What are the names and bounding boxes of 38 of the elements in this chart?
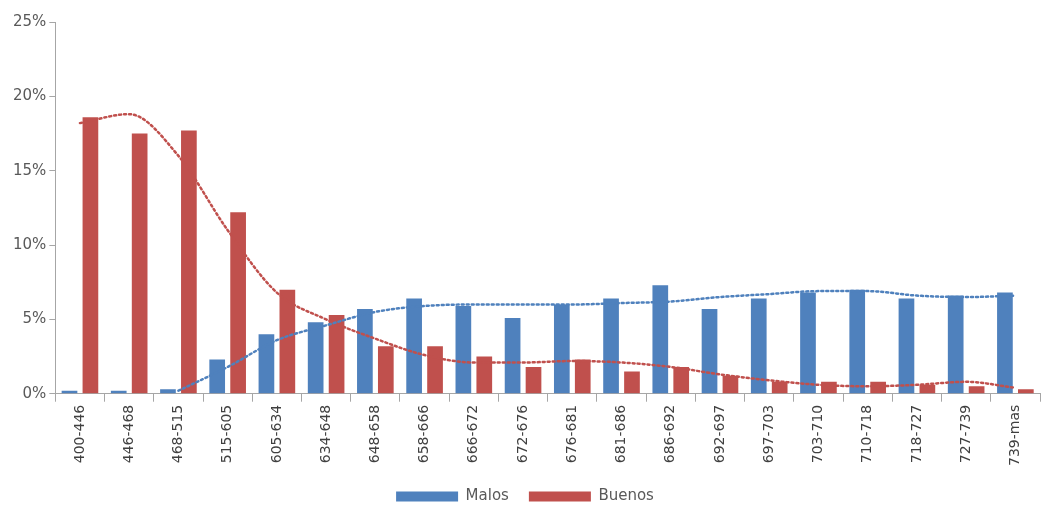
x-tick-label: 703-710: [809, 404, 826, 464]
bar: [525, 366, 542, 394]
bar: [131, 133, 148, 394]
x-tick-label: 658-666: [415, 404, 432, 464]
x-tick-label: 634-648: [316, 404, 333, 464]
x-tick-label: 400-446: [70, 404, 87, 464]
x-tick-label: 676-681: [562, 404, 579, 464]
bar: [624, 371, 640, 394]
bar: [1018, 389, 1034, 394]
x-tick-label: 515-605: [218, 404, 235, 464]
bar: [898, 298, 915, 394]
x-tick-label: 446-468: [119, 404, 136, 464]
y-tick-label: 5%: [22, 309, 47, 328]
x-tick-label: 697-703: [759, 404, 776, 464]
bar: [504, 317, 521, 394]
y-tick-label: 20%: [13, 86, 47, 105]
legend-label: Malos: [465, 486, 510, 505]
x-tick-label: 666-672: [464, 404, 481, 464]
x-tick-label: 718-727: [907, 404, 924, 464]
x-tick-label: 692-697: [710, 404, 727, 464]
legend-label: Buenos: [598, 486, 655, 505]
x-tick-label: 710-718: [858, 404, 875, 464]
x-tick-label: 605-634: [267, 404, 284, 464]
bar: [968, 386, 985, 394]
y-tick-label: 15%: [13, 160, 47, 179]
x-tick-label: 648-658: [366, 404, 382, 464]
x-tick-label: 468-515: [169, 404, 186, 464]
x-tick-label: 686-692: [661, 404, 678, 464]
x-tick-label: 672-676: [513, 404, 530, 464]
y-tick-label: 25%: [13, 11, 47, 30]
x-tick-label: 739-mas: [1006, 404, 1023, 467]
y-tick-label: 10%: [13, 234, 47, 253]
bar: [701, 308, 718, 394]
x-tick-label: 681-686: [612, 404, 629, 464]
y-tick-label: 0%: [22, 383, 47, 402]
bar: [750, 298, 767, 394]
line-series: [78, 112, 1017, 390]
x-tick-label: 727-739: [956, 404, 973, 464]
